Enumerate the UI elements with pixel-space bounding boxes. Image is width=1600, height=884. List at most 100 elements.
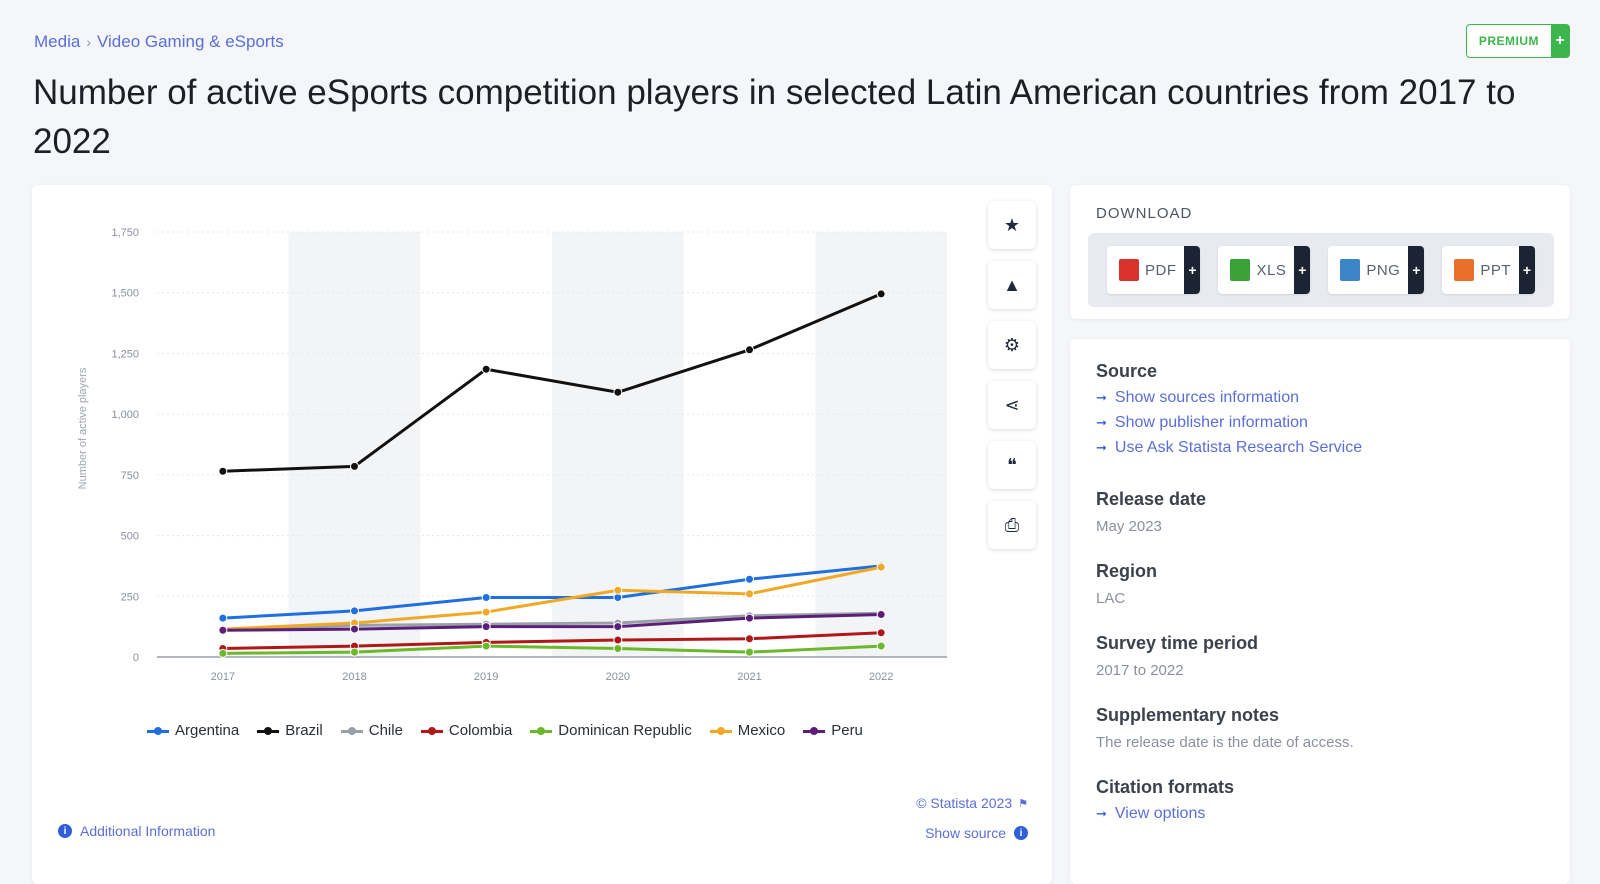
ppt-file-icon xyxy=(1454,259,1475,281)
x-tick-label: 2021 xyxy=(737,671,761,683)
view-options-link[interactable]: ➞ View options xyxy=(1096,805,1234,823)
y-tick-label: 1,000 xyxy=(111,409,139,421)
data-point-dominican-republic xyxy=(350,647,359,657)
legend-item-mexico[interactable]: Mexico xyxy=(709,722,786,739)
data-point-argentina xyxy=(218,613,228,623)
legend-item-dominican-republic[interactable]: Dominican Republic xyxy=(530,722,692,739)
additional-information-label: Additional Information xyxy=(80,823,216,839)
show-source-label: Show source xyxy=(925,825,1006,841)
breadcrumb-item-video-gaming[interactable]: Video Gaming & eSports xyxy=(96,32,284,51)
download-card: DOWNLOAD PDF + XLS + PNG + PPT + xyxy=(1070,185,1570,319)
citation-section: Citation formats ➞ View options xyxy=(1096,777,1234,823)
download-format-label: PPT xyxy=(1480,261,1511,279)
show-sources-link[interactable]: ➞ Show sources information xyxy=(1096,389,1362,407)
line-chart: 0 250 500 750 1,000 1,250 1,500 1,750 2017 2018 20… xyxy=(77,227,947,683)
x-tick-label: 2020 xyxy=(606,671,630,683)
legend-swatch xyxy=(530,726,553,736)
download-pdf-button[interactable]: PDF + xyxy=(1106,246,1201,294)
legend-swatch xyxy=(709,726,732,736)
info-icon: i xyxy=(1014,826,1028,840)
breadcrumb-item-media[interactable]: Media xyxy=(34,32,81,51)
legend-swatch xyxy=(147,726,169,736)
notes-section: Supplementary notes The release date is … xyxy=(1096,705,1354,751)
series-line-colombia xyxy=(222,631,882,650)
show-publisher-link[interactable]: ➞ Show publisher information xyxy=(1096,414,1362,432)
release-heading: Release date xyxy=(1096,489,1207,509)
legend-item-chile[interactable]: Chile xyxy=(340,722,403,739)
legend-item-colombia[interactable]: Colombia xyxy=(420,722,512,739)
y-tick-label: 500 xyxy=(121,531,139,543)
data-point-argentina xyxy=(481,593,491,602)
data-point-mexico xyxy=(745,589,754,599)
y-tick-label: 1,500 xyxy=(111,288,139,300)
premium-label: PREMIUM xyxy=(1478,34,1539,48)
y-tick-label: 0 xyxy=(133,652,139,664)
png-file-icon xyxy=(1340,259,1361,281)
data-point-dominican-republic xyxy=(481,641,491,651)
data-point-brazil xyxy=(876,289,886,299)
chart-toolbar: ★ ▲ ⚙ ⋖ ❝ ⎙ xyxy=(988,201,1036,549)
additional-information-link[interactable]: i Additional Information xyxy=(58,823,215,839)
data-point-brazil xyxy=(481,364,491,374)
share-icon[interactable]: ⋖ xyxy=(988,381,1036,429)
survey-value: 2017 to 2022 xyxy=(1096,662,1184,679)
plus-icon: + xyxy=(1294,246,1311,294)
legend-label: Chile xyxy=(368,722,403,739)
legend-label: Mexico xyxy=(737,722,786,739)
data-point-argentina xyxy=(350,606,359,616)
survey-heading: Survey time period xyxy=(1096,633,1259,653)
legend-swatch xyxy=(803,726,826,736)
arrow-right-icon: ➞ xyxy=(1096,415,1107,430)
arrow-right-icon: ➞ xyxy=(1096,440,1107,455)
source-heading: Source xyxy=(1096,361,1158,381)
legend-item-peru[interactable]: Peru xyxy=(803,722,863,739)
copyright-text: © Statista 2023 xyxy=(916,795,1013,811)
download-ppt-button[interactable]: PPT + xyxy=(1442,246,1535,294)
data-point-dominican-republic xyxy=(218,648,228,658)
y-tick-label: 250 xyxy=(121,591,139,603)
download-format-label: XLS xyxy=(1256,261,1287,279)
page-title: Number of active eSports competition pla… xyxy=(33,73,1516,161)
chart-card: 0 250 500 750 1,000 1,250 1,500 1,750 2017 2018 20… xyxy=(32,185,1052,884)
column-band xyxy=(288,232,421,657)
settings-gear-icon[interactable]: ⚙ xyxy=(988,321,1036,369)
legend-item-argentina[interactable]: Argentina xyxy=(147,722,239,739)
notes-heading: Supplementary notes xyxy=(1096,705,1280,725)
plus-icon: + xyxy=(1184,246,1201,294)
plus-icon: + xyxy=(1519,246,1535,294)
x-tick-label: 2019 xyxy=(474,671,498,683)
legend-swatch xyxy=(420,726,443,736)
data-point-peru xyxy=(218,625,228,635)
release-section: Release date May 2023 xyxy=(1096,489,1206,535)
data-point-dominican-republic xyxy=(876,641,886,651)
data-point-colombia xyxy=(613,635,623,645)
download-xls-button[interactable]: XLS + xyxy=(1218,246,1311,294)
premium-badge[interactable]: PREMIUM + xyxy=(1465,24,1570,58)
x-tick-label: 2018 xyxy=(342,671,366,683)
cite-quote-icon[interactable]: ❝ xyxy=(988,441,1036,489)
legend-item-brazil[interactable]: Brazil xyxy=(257,722,323,739)
data-point-brazil xyxy=(350,461,359,471)
download-png-button[interactable]: PNG + xyxy=(1328,246,1425,294)
statista-copyright[interactable]: © Statista 2023 ⚑ xyxy=(916,795,1028,811)
data-point-peru xyxy=(613,622,623,632)
notification-bell-icon[interactable]: ▲ xyxy=(988,261,1036,309)
data-point-peru xyxy=(350,624,359,634)
favorite-star-icon[interactable]: ★ xyxy=(988,201,1036,249)
print-icon[interactable]: ⎙ xyxy=(988,501,1036,549)
show-source-link[interactable]: Show source i xyxy=(925,825,1028,841)
data-point-dominican-republic xyxy=(745,647,754,657)
ask-statista-link[interactable]: ➞ Use Ask Statista Research Service xyxy=(1096,439,1362,457)
breadcrumb-separator: › xyxy=(86,34,91,50)
legend-swatch xyxy=(257,726,280,736)
plus-icon: + xyxy=(1408,246,1425,294)
legend-label: Argentina xyxy=(175,722,240,739)
download-title: DOWNLOAD xyxy=(1096,205,1193,222)
series-line-argentina xyxy=(222,564,882,620)
data-point-colombia xyxy=(876,628,886,638)
column-band xyxy=(815,232,947,657)
flag-icon: ⚑ xyxy=(1018,797,1028,810)
y-tick-label: 1,250 xyxy=(111,348,139,360)
breadcrumb: Media › Video Gaming & eSports xyxy=(34,32,284,52)
